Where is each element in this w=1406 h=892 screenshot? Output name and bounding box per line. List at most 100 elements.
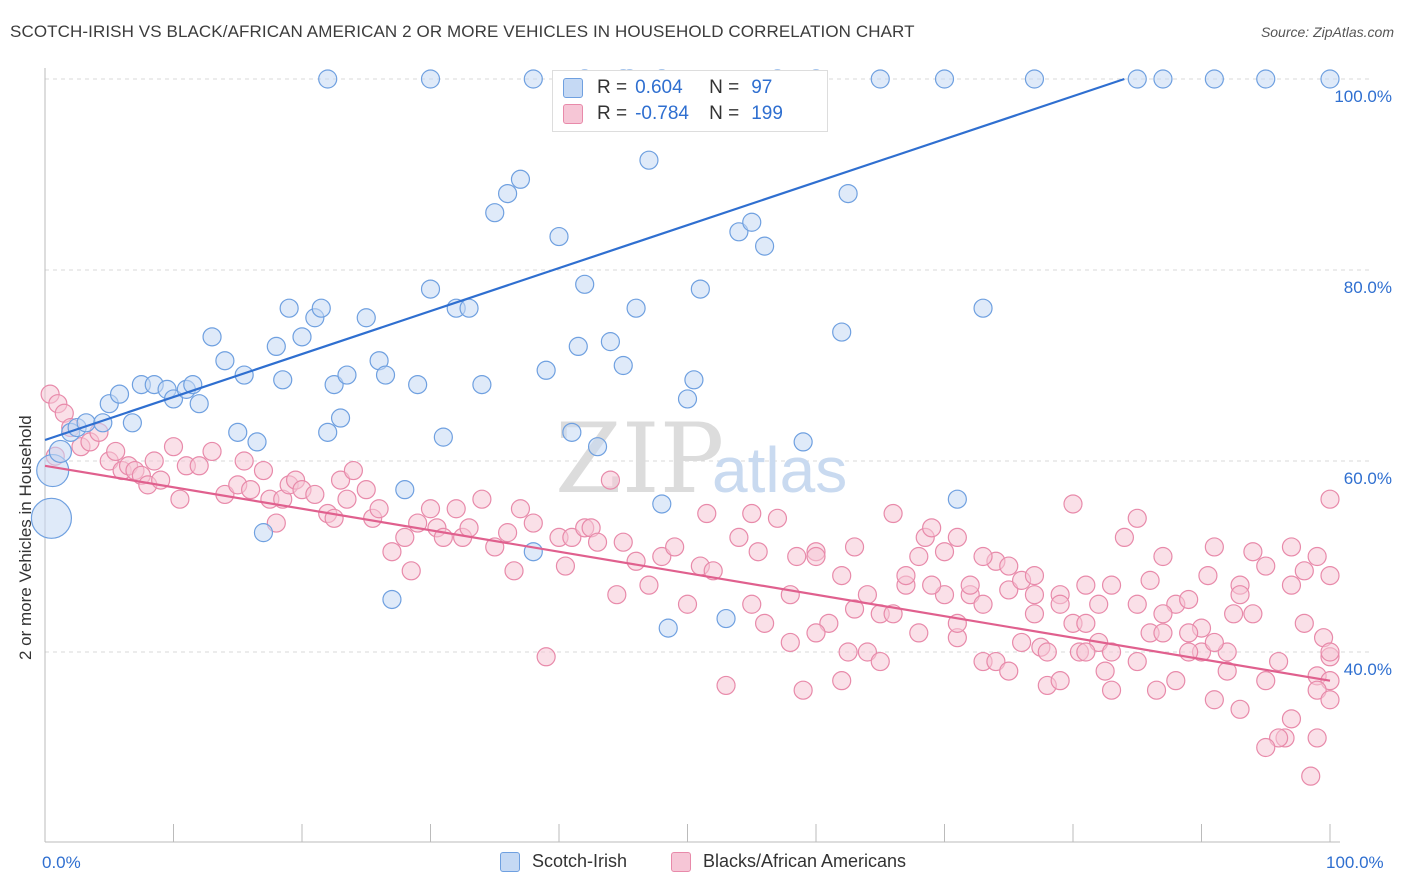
point-blacks: [1230, 699, 1250, 719]
point-blacks: [857, 585, 878, 605]
point-blacks: [1198, 565, 1218, 586]
point-blacks: [1140, 570, 1160, 590]
point-blacks: [1127, 651, 1147, 672]
point-scotch-irish: [279, 298, 299, 318]
point-blacks: [896, 565, 916, 586]
point-blacks: [1166, 671, 1186, 691]
point-blacks: [934, 542, 955, 562]
point-blacks: [1076, 642, 1096, 662]
point-scotch-irish: [498, 184, 518, 204]
point-blacks: [677, 594, 698, 614]
point-blacks: [1101, 680, 1122, 700]
watermark-atlas: atlas: [712, 434, 847, 506]
point-blacks: [1307, 680, 1327, 700]
point-blacks: [883, 503, 903, 524]
point-blacks: [446, 499, 466, 519]
point-scotch-irish: [870, 69, 890, 89]
x-tick-label-max: 100.0%: [1326, 853, 1384, 872]
point-blacks: [767, 508, 788, 528]
point-blacks: [234, 451, 254, 471]
point-blacks: [934, 585, 955, 605]
point-blacks: [838, 642, 858, 662]
point-blacks: [536, 647, 556, 667]
point-blacks: [909, 546, 929, 567]
point-blacks: [1243, 604, 1263, 624]
point-blacks: [1217, 661, 1237, 681]
point-scotch-irish: [575, 274, 595, 294]
point-scotch-irish: [549, 226, 569, 247]
point-blacks: [1037, 642, 1057, 662]
point-blacks: [1301, 766, 1321, 786]
point-scotch-irish: [395, 480, 415, 500]
point-blacks: [1268, 728, 1289, 748]
point-blacks: [844, 537, 865, 557]
point-blacks: [1307, 728, 1327, 748]
point-blacks: [626, 551, 646, 571]
legend-item-scotch-irish[interactable]: Scotch-Irish: [499, 851, 627, 872]
legend-row-blacks: R = -0.784 N = 199: [563, 101, 783, 127]
y-tick-label-60: 60.0%: [1343, 469, 1392, 488]
point-blacks: [999, 661, 1019, 681]
point-blacks: [420, 499, 441, 519]
point-blacks: [754, 613, 775, 633]
point-blacks: [1204, 537, 1224, 557]
point-blacks: [1089, 594, 1109, 614]
point-blacks: [973, 594, 993, 614]
point-blacks: [1320, 690, 1340, 710]
point-blacks: [1268, 651, 1289, 672]
point-blacks: [1204, 690, 1224, 710]
point-blacks: [1011, 632, 1032, 653]
point-blacks: [369, 499, 389, 519]
point-blacks: [504, 561, 524, 581]
point-blacks: [1281, 575, 1302, 595]
point-blacks: [697, 503, 717, 524]
trend-line-blacks: [44, 464, 1331, 682]
point-blacks: [844, 599, 865, 619]
point-blacks: [780, 632, 800, 653]
point-blacks: [170, 489, 190, 509]
point-blacks: [947, 527, 967, 548]
point-blacks: [960, 575, 980, 595]
n-value-scotch-irish: 97: [751, 77, 773, 98]
point-blacks: [189, 456, 209, 476]
legend-swatch-blacks: [670, 851, 691, 872]
point-blacks: [1050, 594, 1070, 614]
swatch-scotch-irish: [563, 78, 583, 98]
point-scotch-irish: [947, 489, 967, 509]
point-blacks: [1281, 537, 1302, 557]
point-blacks: [1024, 565, 1045, 586]
point-scotch-irish: [420, 279, 441, 299]
point-scotch-irish: [202, 327, 222, 347]
series-scotch-irish-points: [30, 69, 1340, 638]
y-axis-label: 2 or more Vehicles in Household: [16, 415, 35, 660]
point-scotch-irish: [626, 298, 646, 318]
point-blacks: [305, 484, 325, 505]
point-blacks: [922, 575, 942, 595]
point-scotch-irish: [1256, 69, 1276, 89]
point-scotch-irish: [973, 298, 993, 318]
point-scotch-irish: [228, 422, 248, 442]
point-blacks: [1179, 589, 1199, 610]
point-blacks: [1153, 604, 1173, 624]
point-blacks: [973, 546, 993, 567]
point-scotch-irish: [247, 432, 267, 452]
point-scotch-irish: [1153, 69, 1173, 89]
y-tick-label-80: 80.0%: [1343, 278, 1392, 297]
grid-lines: [45, 78, 1370, 653]
point-scotch-irish: [510, 169, 531, 189]
point-scotch-irish: [652, 494, 672, 514]
point-blacks: [1101, 575, 1122, 595]
point-scotch-irish: [122, 413, 142, 433]
point-blacks: [382, 542, 402, 562]
watermark-zip: ZIP: [555, 403, 724, 515]
point-blacks: [1307, 546, 1327, 567]
point-scotch-irish: [318, 422, 338, 442]
point-blacks: [1076, 575, 1096, 595]
point-scotch-irish: [1127, 69, 1147, 89]
point-blacks: [343, 460, 363, 481]
legend-item-blacks[interactable]: Blacks/African Americans: [670, 851, 906, 872]
point-scotch-irish: [1204, 69, 1224, 89]
point-scotch-irish: [716, 608, 736, 629]
point-blacks: [356, 480, 376, 500]
point-scotch-irish: [536, 360, 556, 380]
